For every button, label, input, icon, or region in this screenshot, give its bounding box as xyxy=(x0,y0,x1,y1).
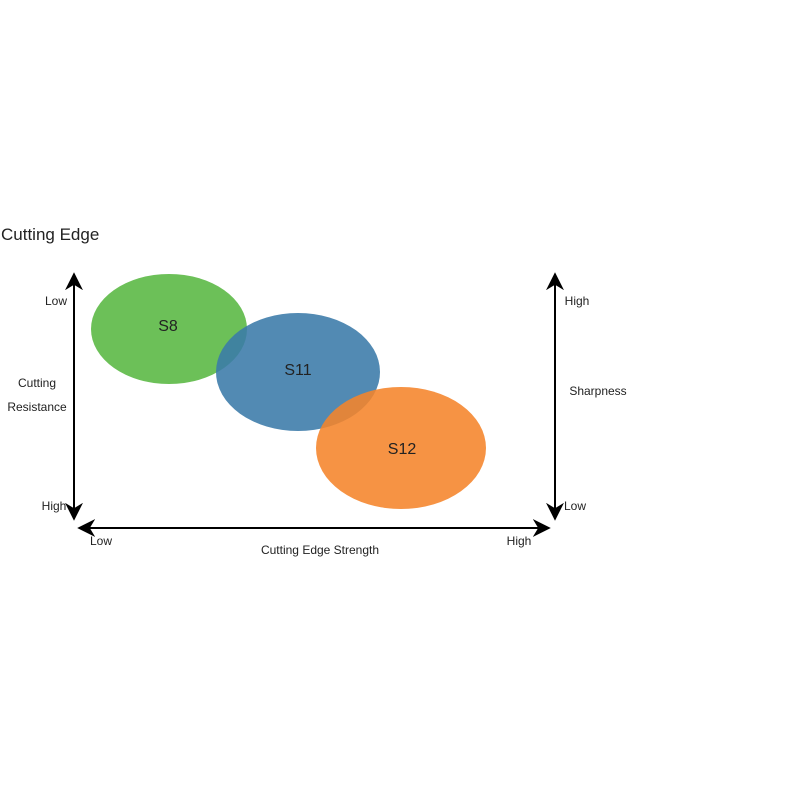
axis-label: Cutting Resistance xyxy=(7,376,67,414)
axis-label: Cutting Edge Strength xyxy=(260,543,380,557)
node-label: S12 xyxy=(388,441,417,458)
node-ellipse xyxy=(216,313,380,431)
node-label: S8 xyxy=(158,318,178,335)
node-ellipse xyxy=(91,274,247,384)
axis-end-label: Low xyxy=(44,294,68,308)
axis-end-label: Low xyxy=(563,499,587,513)
axis-end-label: Low xyxy=(89,534,113,548)
node-ellipse xyxy=(316,387,486,509)
title: Cutting Edge xyxy=(1,225,100,244)
node-label: S11 xyxy=(284,362,311,379)
axis-label: Sharpness xyxy=(569,384,627,398)
axis-end-label: High xyxy=(41,499,67,513)
axis-end-label: High xyxy=(564,294,590,308)
axis-end-label: High xyxy=(506,534,532,548)
